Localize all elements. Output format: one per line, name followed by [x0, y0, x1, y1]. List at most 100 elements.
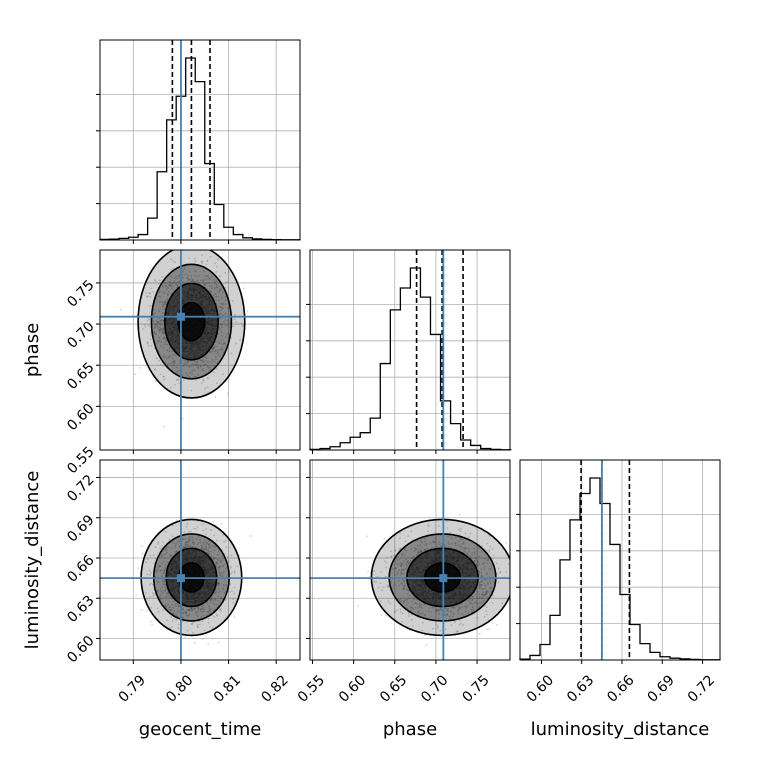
scatter-point	[194, 270, 196, 273]
scatter-point	[172, 361, 175, 363]
scatter-point	[184, 544, 187, 547]
scatter-point	[428, 525, 430, 527]
scatter-point	[488, 535, 491, 537]
scatter-point	[214, 598, 217, 600]
scatter-point	[208, 550, 211, 553]
scatter-point	[215, 280, 218, 282]
scatter-point	[220, 331, 223, 333]
scatter-point	[407, 562, 410, 565]
scatter-point	[210, 597, 213, 600]
scatter-point	[480, 568, 483, 571]
scatter-point	[187, 614, 190, 617]
scatter-point	[169, 606, 172, 609]
scatter-point	[212, 599, 215, 602]
scatter-point	[185, 543, 187, 546]
scatter-point	[176, 379, 178, 381]
scatter-point	[210, 555, 213, 558]
scatter-point	[478, 548, 480, 550]
scatter-point	[393, 583, 396, 586]
scatter-point	[201, 368, 204, 370]
scatter-point	[182, 609, 184, 612]
scatter-point	[182, 616, 184, 619]
scatter-point	[215, 358, 217, 361]
scatter-point	[157, 541, 160, 544]
scatter-point	[159, 319, 162, 322]
scatter-point	[162, 286, 164, 288]
scatter-point	[466, 605, 469, 608]
scatter-point	[165, 595, 167, 598]
scatter-point	[182, 365, 185, 368]
scatter-point	[444, 628, 447, 631]
scatter-point	[203, 540, 206, 543]
scatter-point	[174, 261, 177, 264]
scatter-point	[395, 609, 398, 612]
scatter-point	[166, 294, 169, 296]
scatter-point	[169, 554, 172, 557]
scatter-point	[159, 326, 161, 329]
scatter-point	[168, 350, 171, 352]
scatter-point	[162, 541, 165, 544]
scatter-point	[218, 310, 221, 313]
scatter-point	[211, 287, 213, 290]
scatter-point	[197, 626, 199, 628]
scatter-point	[454, 544, 457, 547]
scatter-point	[192, 541, 195, 544]
scatter-point	[210, 555, 213, 558]
scatter-point	[438, 525, 440, 527]
scatter-point	[225, 324, 228, 327]
scatter-point	[459, 622, 462, 625]
scatter-point	[184, 611, 187, 614]
scatter-point	[209, 625, 212, 628]
scatter-point	[212, 347, 215, 349]
scatter-point	[399, 532, 401, 535]
scatter-point	[171, 626, 173, 629]
scatter-point	[212, 556, 215, 559]
scatter-point	[214, 296, 217, 298]
scatter-point	[162, 328, 164, 331]
scatter-point	[163, 303, 165, 306]
scatter-point	[197, 280, 200, 283]
scatter-point	[220, 312, 223, 315]
scatter-point	[219, 328, 222, 331]
scatter-point	[142, 328, 145, 330]
scatter-point	[151, 623, 154, 626]
scatter-point	[400, 621, 403, 623]
scatter-point	[430, 611, 433, 614]
scatter-point	[481, 588, 483, 590]
scatter-point	[232, 598, 235, 600]
scatter-point	[451, 606, 454, 608]
scatter-point	[476, 590, 479, 593]
scatter-point	[196, 611, 199, 614]
scatter-point	[462, 541, 465, 544]
scatter-point	[432, 540, 435, 543]
scatter-point	[225, 567, 227, 569]
scatter-point	[518, 570, 520, 572]
scatter-point	[213, 549, 215, 552]
scatter-point	[405, 588, 408, 590]
scatter-point	[394, 611, 396, 614]
scatter-point	[243, 287, 245, 289]
scatter-point	[220, 597, 222, 600]
scatter-point	[168, 281, 171, 283]
scatter-point	[423, 603, 426, 606]
scatter-point	[459, 527, 462, 530]
scatter-point	[197, 542, 200, 544]
scatter-point	[138, 366, 141, 369]
scatter-point	[485, 573, 488, 576]
scatter-point	[250, 535, 253, 537]
scatter-point	[373, 570, 376, 573]
scatter-point	[233, 616, 236, 618]
scatter-point	[152, 554, 155, 556]
scatter-point	[217, 641, 220, 644]
scatter-point	[217, 340, 220, 343]
scatter-point	[401, 554, 403, 556]
scatter-point	[162, 319, 165, 322]
scatter-point	[181, 273, 184, 276]
scatter-point	[219, 318, 222, 320]
scatter-point	[171, 524, 174, 527]
scatter-point	[162, 583, 165, 586]
scatter-point	[162, 346, 165, 349]
joint-panel-phase-luminosity_distance	[310, 460, 520, 660]
scatter-point	[485, 549, 488, 552]
scatter-point	[479, 587, 481, 589]
